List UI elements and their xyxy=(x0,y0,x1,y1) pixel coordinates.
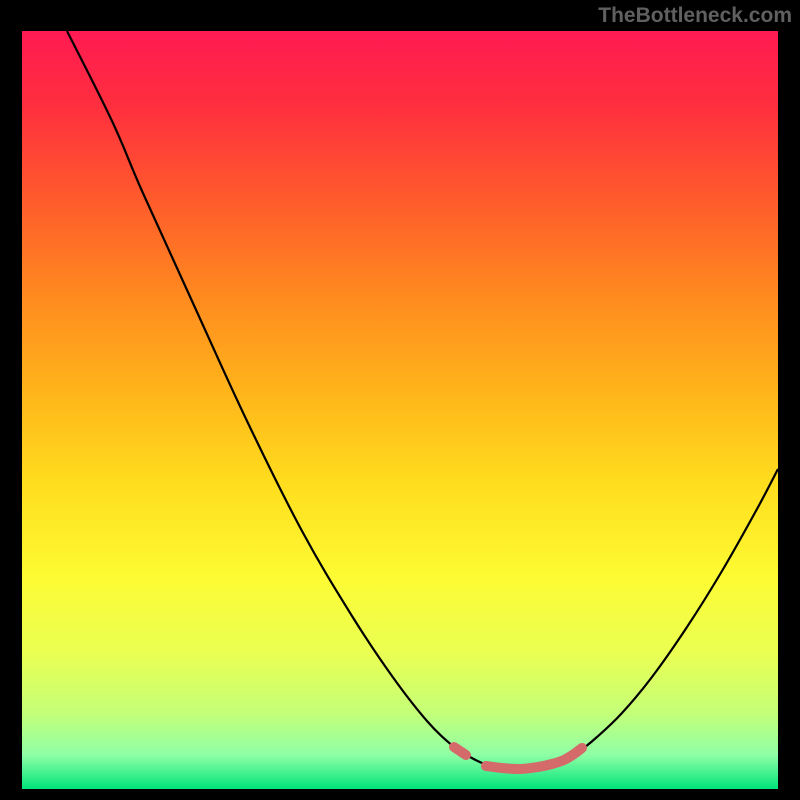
bottleneck-curve xyxy=(67,31,778,768)
chart-container: TheBottleneck.com xyxy=(0,0,800,800)
highlight-segment-1 xyxy=(486,748,582,769)
watermark-text: TheBottleneck.com xyxy=(598,4,792,28)
curve-svg xyxy=(22,31,778,789)
plot-area xyxy=(22,31,778,789)
highlight-segment-0 xyxy=(454,747,466,755)
